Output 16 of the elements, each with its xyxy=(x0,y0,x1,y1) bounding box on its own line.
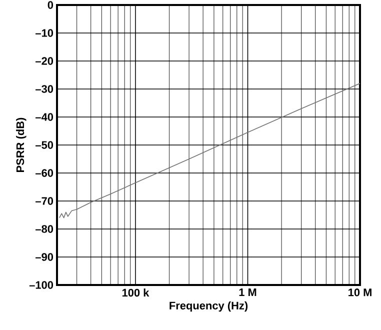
y-tick-label: –50 xyxy=(36,141,54,149)
y-tick-label: –60 xyxy=(36,169,54,177)
y-axis-title: PSRR (dB) xyxy=(16,118,26,172)
y-tick-label: 0 xyxy=(48,1,54,9)
y-tick-label: –100 xyxy=(29,281,54,289)
y-tick-label: –30 xyxy=(36,85,54,93)
y-tick-label: –80 xyxy=(36,225,54,233)
y-tick-label: –90 xyxy=(36,253,54,261)
y-tick-label: –70 xyxy=(36,197,54,205)
y-tick-label: –20 xyxy=(36,57,54,65)
x-tick-label: 100 k xyxy=(122,288,150,297)
x-tick-label: 1 M xyxy=(239,288,256,296)
x-tick-label: 10 M xyxy=(348,288,372,296)
y-tick-label: –10 xyxy=(36,29,54,37)
x-axis-title: Frequency (Hz) xyxy=(170,301,248,312)
y-tick-label: –40 xyxy=(36,113,54,121)
